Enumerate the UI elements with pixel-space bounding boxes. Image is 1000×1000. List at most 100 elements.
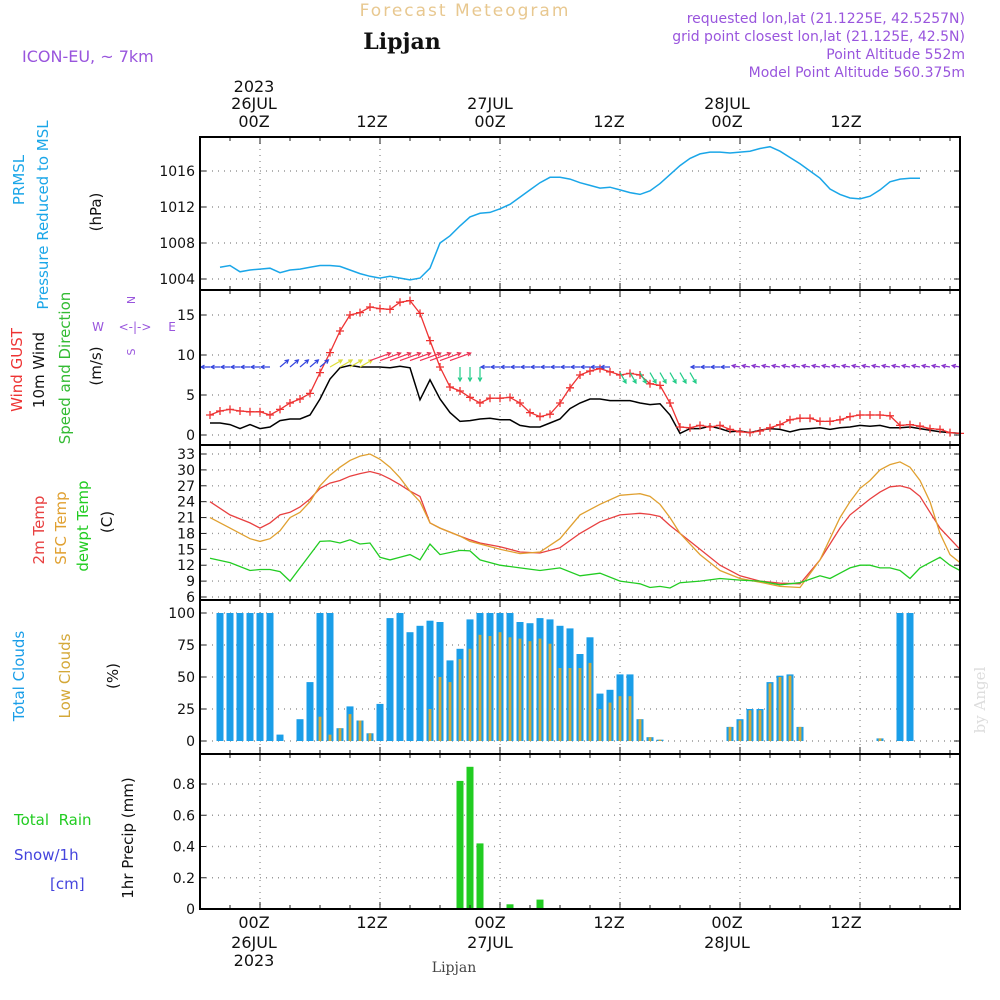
gust-marker — [346, 311, 354, 319]
y-tick-label: 1004 — [159, 272, 195, 288]
gust-marker — [466, 393, 474, 402]
gust-marker — [446, 383, 454, 391]
low-cloud-bar — [638, 719, 642, 741]
wind-direction-arrow — [289, 359, 300, 368]
wind-direction-arrow — [329, 359, 344, 368]
gust-marker — [736, 427, 744, 436]
wind-direction-arrow — [529, 364, 540, 370]
wind-direction-arrow — [349, 359, 364, 368]
gust-marker — [306, 389, 314, 398]
wind-direction-arrow — [850, 363, 861, 369]
wind-direction-arrow — [369, 351, 392, 362]
bottom-tick-label: 12Z — [356, 913, 387, 932]
wind-direction-arrow — [699, 364, 710, 370]
gust-marker — [816, 417, 824, 426]
wind-direction-arrow — [910, 363, 921, 369]
wind-label: 10m Wind — [30, 332, 48, 408]
total-cloud-bar — [376, 703, 384, 741]
low-cloud-bar — [728, 726, 732, 741]
low-cloud-bar — [348, 714, 352, 741]
low-cloud-bar — [508, 637, 512, 741]
low-cloud-bar — [338, 728, 342, 741]
low-cloud-bar — [318, 716, 322, 741]
wind-direction-arrow — [339, 359, 354, 368]
bottom-date-day: 28JUL — [704, 933, 750, 952]
low-cloud-bar — [468, 648, 472, 741]
low-cloud-bar — [558, 668, 562, 741]
low-cloud-bar — [548, 643, 552, 741]
gust-marker — [236, 407, 244, 415]
wind-direction-arrow — [790, 363, 801, 369]
low-cloud-bar — [648, 737, 652, 741]
gust-marker — [476, 399, 484, 407]
wind-direction-arrow — [499, 364, 510, 370]
compass-east: E — [168, 320, 176, 334]
wind-direction-arrow — [249, 364, 260, 370]
wind-direction-arrow — [830, 363, 841, 369]
wind-direction-arrow — [379, 351, 402, 362]
y-tick-label: 0.4 — [173, 840, 195, 856]
gust-marker — [386, 305, 394, 314]
y-tick-label: 15 — [177, 542, 195, 558]
total-cloud-bar — [316, 613, 324, 741]
pressure-label: PRMSL — [10, 154, 28, 205]
compass-arrow: <-|-> — [119, 320, 152, 334]
gust-marker — [206, 411, 214, 419]
low-cloud-bar — [778, 677, 782, 741]
gust-marker — [526, 408, 534, 417]
wind-direction-arrow — [467, 367, 473, 383]
bottom-tick-label: 12Z — [830, 913, 861, 932]
gust-marker — [376, 304, 384, 313]
wind-direction-arrow — [439, 351, 462, 362]
low-cloud-bar — [768, 683, 772, 741]
gust-marker — [636, 371, 644, 379]
clouds-unit: (%) — [104, 663, 122, 689]
total-cloud-bar — [266, 613, 274, 741]
total-cloud-bar — [896, 613, 904, 741]
gust-marker — [666, 399, 674, 407]
precip-ylabel: 1hr Precip (mm) — [119, 777, 137, 898]
y-tick-label: 1016 — [159, 164, 195, 180]
y-tick-label: 50 — [177, 670, 195, 686]
gust-marker — [246, 407, 254, 416]
wind-direction-arrow — [950, 363, 961, 369]
low-cloud-bar — [788, 675, 792, 741]
gust-marker — [786, 415, 794, 424]
top-tick-label: 00Z — [711, 112, 742, 131]
low-cloud-bar — [568, 668, 572, 741]
bottom-tick-label: 00Z — [238, 913, 269, 932]
low-cloud-bar — [428, 709, 432, 741]
gust-marker — [456, 387, 464, 395]
low-cloud-bar — [448, 682, 452, 741]
wind-unit: (m/s) — [87, 346, 105, 385]
low-cloud-bar — [798, 726, 802, 741]
wind-direction-arrow — [689, 372, 697, 385]
wind-direction-arrow — [900, 363, 911, 369]
gust-marker — [676, 423, 684, 431]
wind-direction-arrow — [309, 359, 320, 368]
gust-marker — [276, 405, 284, 414]
y-tick-label: 75 — [177, 638, 195, 654]
location-title: Lipjan — [363, 29, 440, 55]
low-cloud-bar — [328, 734, 332, 741]
wind-direction-arrow — [860, 363, 871, 369]
rain-bar — [506, 904, 514, 909]
gust-marker — [586, 367, 594, 375]
top-tick-label: 00Z — [238, 112, 269, 131]
wind-direction-arrow — [639, 372, 647, 385]
wind-direction-arrow — [477, 367, 483, 383]
total-cloud-bar — [256, 613, 264, 741]
point-altitude: Point Altitude 552m — [826, 47, 965, 63]
rain-bar — [466, 766, 474, 909]
top-tick-label: 12Z — [593, 112, 624, 131]
gust-marker — [226, 405, 234, 414]
compass-west: W — [92, 320, 104, 334]
wind-direction-arrow — [920, 363, 931, 369]
gust-marker — [406, 296, 414, 305]
total-cloud-bar — [386, 618, 394, 741]
gust-marker — [806, 414, 814, 423]
y-tick-label: 0.8 — [173, 777, 195, 793]
rain-label: Total Rain — [13, 811, 92, 829]
gust-marker — [876, 411, 884, 419]
y-tick-label: 0.2 — [173, 871, 195, 887]
